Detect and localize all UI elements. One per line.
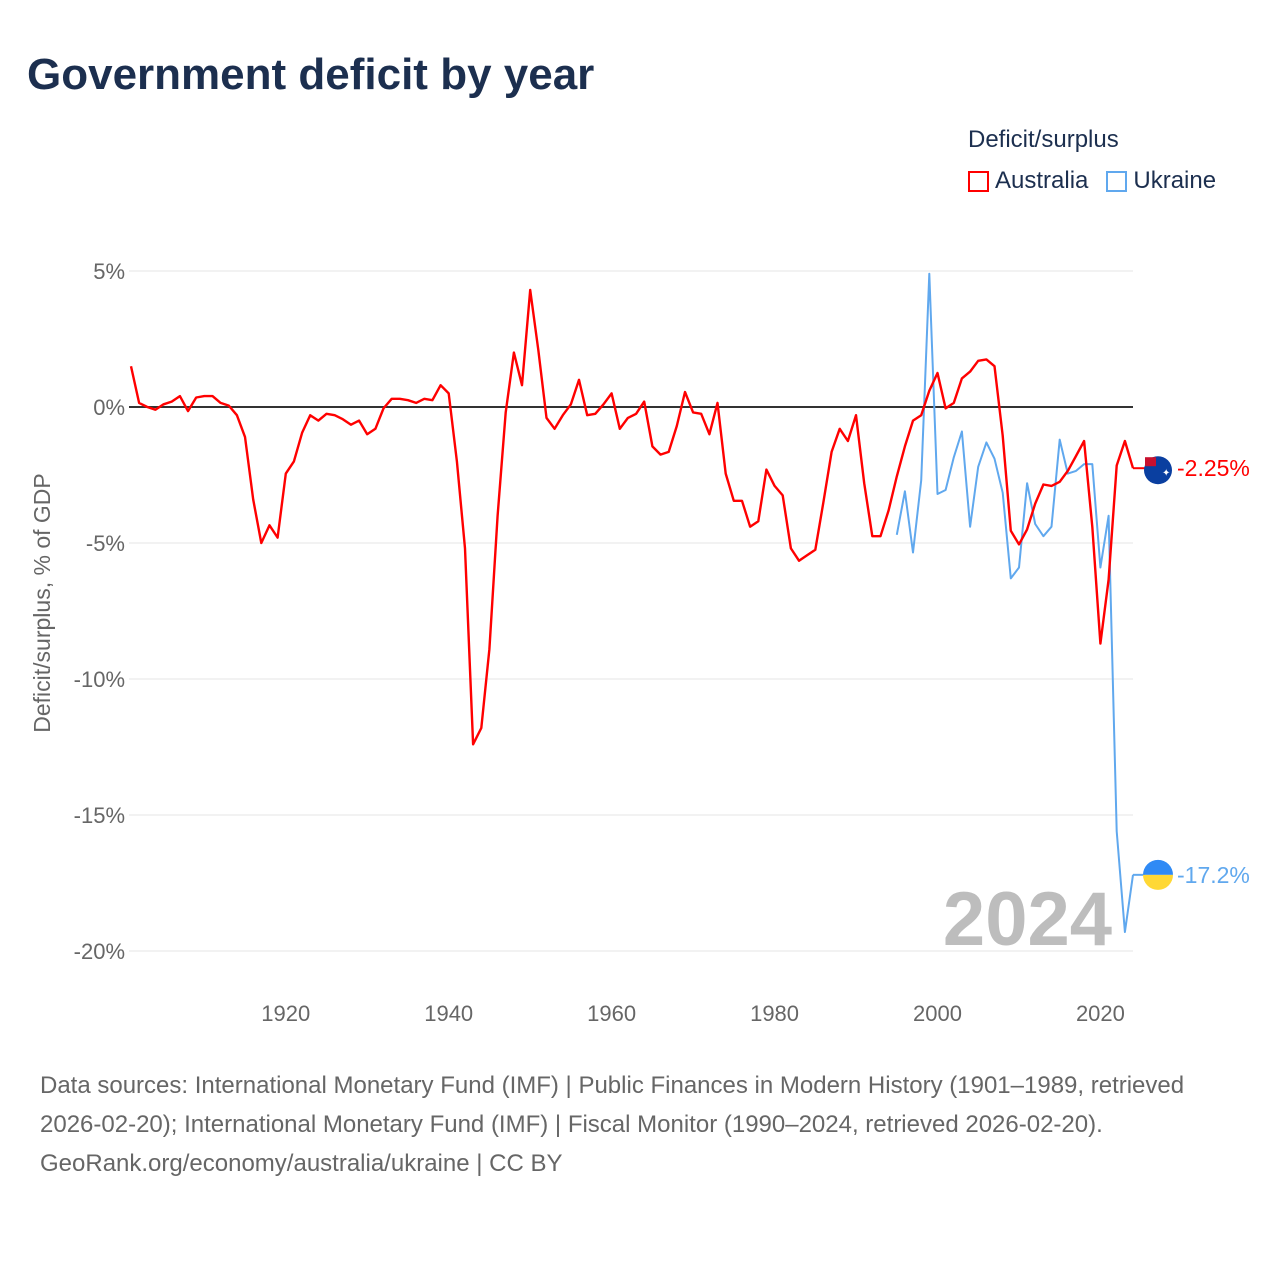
year-watermark: 2024 bbox=[943, 877, 1112, 962]
data-sources: Data sources: International Monetary Fun… bbox=[40, 1072, 1185, 1138]
end-labels: -17.2% ✦ -2.25% bbox=[1133, 455, 1250, 890]
chart-title: Government deficit by year bbox=[27, 50, 595, 99]
legend-label-australia: Australia bbox=[995, 167, 1089, 194]
series-lines bbox=[129, 272, 1135, 933]
legend-swatch-ukraine bbox=[1106, 170, 1128, 192]
ukraine-flag-icon bbox=[1143, 874, 1173, 890]
footer: Data sources: International Monetary Fun… bbox=[40, 1066, 1240, 1183]
x-tick-label: 1940 bbox=[424, 1001, 473, 1026]
credit-link[interactable]: GeoRank.org/economy/australia/ukraine | … bbox=[40, 1150, 563, 1177]
y-tick-label: -10% bbox=[74, 667, 125, 692]
y-tick-label: -5% bbox=[86, 531, 125, 556]
x-axis-ticks: 1920 1940 1960 1980 2000 2020 bbox=[261, 1001, 1125, 1026]
y-tick-label: -15% bbox=[74, 803, 125, 828]
y-tick-label: 5% bbox=[93, 259, 125, 284]
x-tick-label: 1960 bbox=[587, 1001, 636, 1026]
y-tick-label: -20% bbox=[74, 939, 125, 964]
series-line-ukraine bbox=[895, 272, 1134, 933]
chart-area: 5% 0% -5% -10% -15% -20% 1920 1940 1960 1980 2000… bbox=[29, 259, 1250, 1026]
ukraine-flag-top bbox=[1143, 859, 1173, 875]
legend-item-australia[interactable]: Australia bbox=[968, 167, 1088, 195]
legend-title: Deficit/surplus bbox=[968, 126, 1119, 153]
legend: Australia Ukraine bbox=[968, 167, 1216, 195]
x-tick-label: 1920 bbox=[261, 1001, 310, 1026]
x-tick-label: 2020 bbox=[1076, 1001, 1125, 1026]
grid bbox=[129, 270, 1133, 952]
star-icon: ✦ bbox=[1162, 468, 1170, 479]
legend-swatch-australia bbox=[968, 170, 989, 192]
x-tick-label: 2000 bbox=[913, 1001, 962, 1026]
y-axis-label: Deficit/surplus, % of GDP bbox=[29, 473, 55, 732]
end-value-label-ukraine: -17.2% bbox=[1177, 862, 1250, 888]
y-axis-ticks: 5% 0% -5% -10% -15% -20% bbox=[74, 259, 125, 964]
legend-item-ukraine[interactable]: Ukraine bbox=[1106, 167, 1216, 195]
x-tick-label: 1980 bbox=[750, 1001, 799, 1026]
end-value-label-australia: -2.25% bbox=[1177, 455, 1250, 481]
series-line-australia bbox=[129, 288, 1135, 746]
union-jack-icon bbox=[1145, 457, 1156, 467]
y-tick-label: 0% bbox=[93, 395, 125, 420]
legend-label-ukraine: Ukraine bbox=[1133, 167, 1217, 194]
